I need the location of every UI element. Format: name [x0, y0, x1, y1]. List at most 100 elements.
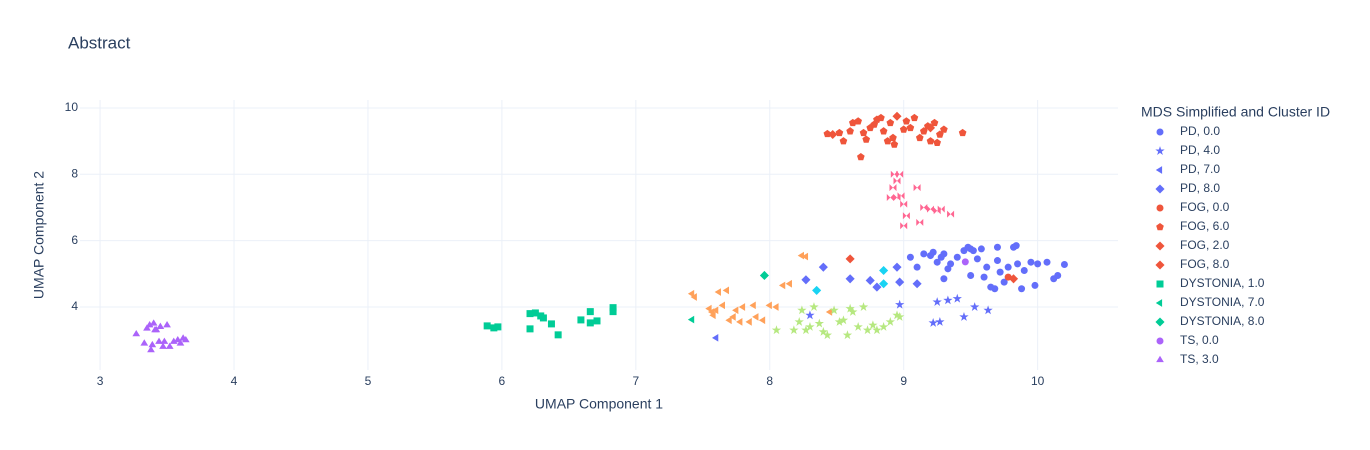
legend-label: PD, 4.0	[1180, 143, 1220, 157]
point	[1027, 258, 1035, 266]
point	[778, 281, 786, 290]
point	[736, 318, 743, 326]
legend-label: PD, 7.0	[1180, 162, 1220, 176]
x-tick-label: 9	[900, 374, 907, 388]
point	[980, 273, 988, 281]
legend-symbol	[1156, 337, 1164, 345]
point	[181, 335, 190, 343]
point	[865, 275, 875, 285]
point	[906, 253, 914, 261]
point	[983, 305, 993, 315]
y-axis-label: UMAP Component 2	[31, 171, 47, 299]
point	[828, 129, 838, 140]
point	[151, 325, 159, 333]
x-axis-label: UMAP Component 1	[535, 396, 663, 412]
point	[892, 262, 902, 272]
y-tick-label: 4	[71, 299, 78, 313]
x-tick-label: 10	[1031, 374, 1045, 388]
point	[848, 307, 858, 316]
point	[862, 325, 873, 335]
point	[801, 325, 811, 335]
point	[526, 325, 534, 333]
point	[896, 170, 904, 178]
legend-label: PD, 0.0	[1180, 124, 1220, 138]
point	[947, 210, 955, 218]
point	[928, 317, 938, 327]
point	[933, 138, 942, 147]
legend-label: DYSTONIA, 7.0	[1180, 295, 1265, 309]
x-tick-label: 6	[499, 374, 506, 388]
point	[913, 263, 921, 271]
point	[593, 317, 601, 325]
point	[862, 135, 871, 143]
point	[973, 255, 981, 263]
point	[1020, 266, 1028, 274]
point	[920, 203, 928, 211]
point	[890, 140, 899, 148]
legend-label: DYSTONIA, 8.0	[1180, 314, 1265, 328]
point	[169, 337, 178, 344]
legend-symbol	[1155, 241, 1165, 251]
legend-label: TS, 3.0	[1180, 352, 1219, 366]
point	[749, 301, 756, 310]
point	[983, 263, 991, 271]
point	[1034, 260, 1042, 268]
point	[879, 127, 888, 135]
point	[902, 212, 910, 220]
point	[483, 322, 491, 330]
point	[732, 306, 739, 315]
point	[890, 170, 898, 178]
y-tick-label: 10	[65, 100, 79, 114]
point	[1008, 274, 1019, 284]
point	[155, 337, 163, 344]
point	[814, 318, 824, 328]
point	[705, 304, 712, 313]
point	[952, 293, 962, 303]
point	[822, 330, 833, 340]
legend-symbol	[1155, 184, 1165, 194]
point	[1012, 242, 1020, 250]
point	[752, 313, 759, 321]
legend-symbol	[1156, 355, 1164, 363]
point	[132, 329, 141, 337]
point	[885, 317, 895, 326]
point	[846, 127, 854, 135]
point	[577, 316, 585, 324]
point	[858, 302, 869, 311]
point	[1060, 261, 1068, 269]
point	[835, 128, 844, 137]
point	[912, 279, 922, 289]
legend-label: DYSTONIA, 1.0	[1180, 276, 1265, 290]
point	[797, 305, 807, 315]
point	[943, 295, 953, 305]
point	[159, 342, 167, 349]
point	[967, 271, 975, 279]
legend-label: FOG, 2.0	[1180, 238, 1230, 252]
point	[996, 268, 1004, 276]
point	[771, 325, 782, 335]
point	[812, 285, 822, 295]
point	[818, 262, 828, 272]
point	[714, 288, 721, 296]
point	[933, 258, 941, 266]
point	[801, 252, 809, 261]
point	[1031, 281, 1039, 289]
legend-symbol	[1155, 317, 1165, 327]
legend-symbol	[1156, 280, 1164, 288]
point	[772, 303, 779, 311]
legend-label: TS, 0.0	[1180, 333, 1219, 347]
point	[961, 258, 969, 266]
point	[854, 117, 862, 125]
point	[958, 128, 967, 137]
point	[879, 265, 889, 276]
point	[834, 317, 845, 326]
point	[839, 137, 848, 145]
point	[722, 286, 730, 295]
point	[842, 330, 853, 340]
point	[900, 200, 908, 208]
point	[899, 125, 908, 133]
point	[883, 137, 892, 145]
point	[940, 275, 948, 283]
point	[916, 218, 924, 226]
